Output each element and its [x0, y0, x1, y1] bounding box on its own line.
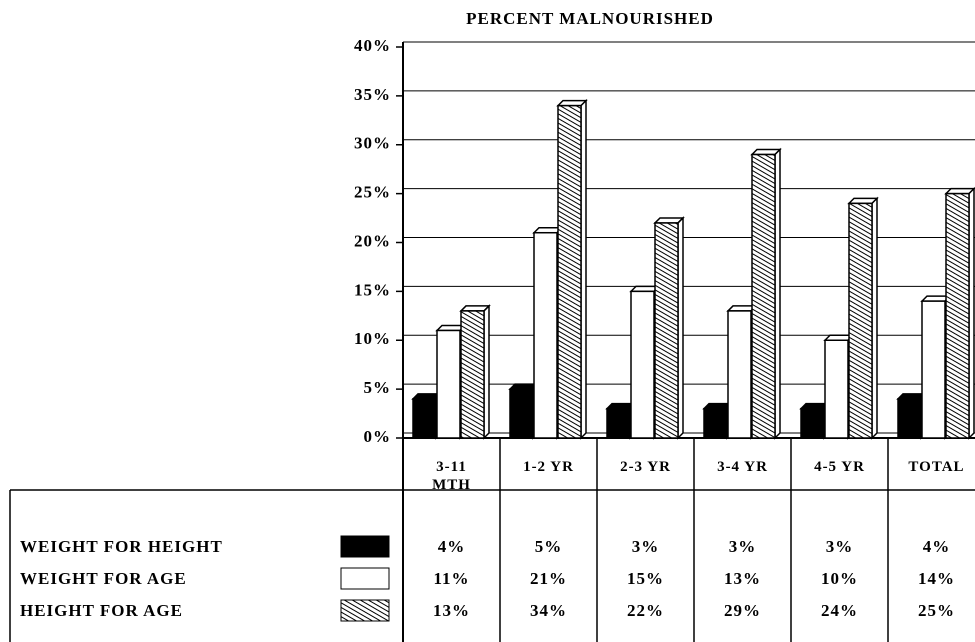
data-label: 3% — [632, 537, 660, 556]
x-tick-label: 2-3 YR — [620, 459, 671, 475]
x-tick-label: TOTAL — [908, 459, 965, 475]
chart-title: PERCENT MALNOURISHED — [466, 9, 714, 28]
y-tick-label: 35% — [354, 85, 391, 104]
bar — [460, 310, 485, 439]
bar — [509, 388, 534, 439]
y-tick-label: 15% — [354, 280, 391, 299]
bar — [557, 104, 582, 439]
bar — [436, 329, 461, 439]
y-tick-label: 5% — [364, 378, 392, 397]
bar — [412, 398, 437, 439]
bar — [727, 310, 752, 439]
data-label: 4% — [438, 537, 466, 556]
y-tick-label: 25% — [354, 183, 391, 202]
data-label: 15% — [627, 569, 664, 588]
x-tick-label: 1-2 YR — [523, 459, 574, 475]
bar — [703, 407, 728, 439]
bar — [751, 153, 776, 439]
legend-label: WEIGHT FOR AGE — [20, 569, 187, 588]
bar — [630, 290, 655, 439]
bar — [533, 231, 558, 439]
y-tick-label: 30% — [354, 134, 391, 153]
data-label: 24% — [821, 601, 858, 620]
bar — [606, 407, 631, 439]
legend-label: HEIGHT FOR AGE — [20, 601, 183, 620]
legend-swatch — [340, 535, 390, 558]
data-label: 3% — [826, 537, 854, 556]
x-tick-label: 4-5 YR — [814, 459, 865, 475]
data-label: 13% — [433, 601, 470, 620]
y-tick-label: 10% — [354, 329, 391, 348]
data-label: 11% — [433, 569, 469, 588]
y-tick-label: 40% — [354, 36, 391, 55]
x-tick-label: 3-4 YR — [717, 459, 768, 475]
legend-swatch — [340, 599, 390, 622]
data-label: 5% — [535, 537, 563, 556]
y-tick-label: 0% — [364, 427, 392, 446]
bar — [945, 192, 970, 439]
bar — [824, 339, 849, 439]
data-label: 4% — [923, 537, 951, 556]
data-label: 21% — [530, 569, 567, 588]
data-label: 13% — [724, 569, 761, 588]
bar — [800, 407, 825, 439]
bar — [654, 222, 679, 439]
data-label: 10% — [821, 569, 858, 588]
data-label: 14% — [918, 569, 955, 588]
data-label: 29% — [724, 601, 761, 620]
data-label: 3% — [729, 537, 757, 556]
x-tick-label: 3-11 MTH — [432, 459, 471, 493]
data-label: 25% — [918, 601, 955, 620]
legend-label: WEIGHT FOR HEIGHT — [20, 537, 223, 556]
y-tick-label: 20% — [354, 231, 391, 250]
data-label: 22% — [627, 601, 664, 620]
legend-swatch — [340, 567, 390, 590]
bar — [848, 202, 873, 439]
data-label: 34% — [530, 601, 567, 620]
bar — [921, 300, 946, 439]
bar — [897, 398, 922, 439]
